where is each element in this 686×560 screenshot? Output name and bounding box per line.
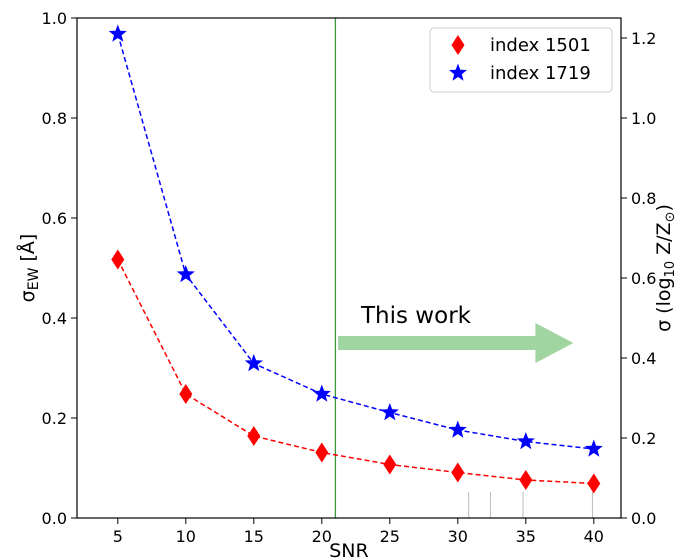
x-tick-label-6: 35 xyxy=(516,527,536,546)
x-tick-label-4: 25 xyxy=(380,527,400,546)
legend-label-1: index 1719 xyxy=(490,63,591,84)
series-1-point-7 xyxy=(584,439,603,457)
series-1-point-2 xyxy=(244,354,263,372)
series-1-point-4 xyxy=(380,403,399,421)
y2-tick-label-1: 0.2 xyxy=(631,429,656,448)
series-1-point-3 xyxy=(312,384,331,402)
series-line-1 xyxy=(117,33,594,450)
series-1-point-5 xyxy=(448,420,467,438)
x-tick-label-5: 30 xyxy=(448,527,468,546)
y2-tick-label-5: 1.0 xyxy=(631,109,656,128)
series-0-point-7 xyxy=(587,473,601,494)
x-tick-label-7: 40 xyxy=(584,527,604,546)
series-0-point-0 xyxy=(111,249,125,270)
y-tick-label-3: 0.6 xyxy=(42,209,67,228)
x-axis-title: SNR xyxy=(329,540,368,560)
y-axis-title: σEW [Å] xyxy=(16,234,42,303)
legend-marker-1 xyxy=(448,63,468,81)
x-tick-label-0: 5 xyxy=(113,527,123,546)
y-tick-label-4: 0.8 xyxy=(42,109,67,128)
x-tick-label-2: 15 xyxy=(244,527,264,546)
series-1-point-6 xyxy=(516,432,535,450)
y2-axis-title: σ (log10 Z/Z⊙) xyxy=(653,204,678,332)
y2-tick-label-0: 0.0 xyxy=(631,509,656,528)
plot-frame xyxy=(76,17,622,519)
series-0-point-6 xyxy=(519,470,533,490)
series-1-point-0 xyxy=(108,24,127,42)
y-tick-label-1: 0.2 xyxy=(42,409,67,428)
y2-tick-label-3: 0.6 xyxy=(631,269,656,288)
y-tick-label-0: 0.0 xyxy=(42,509,67,528)
annotation-text: This work xyxy=(360,303,472,329)
y-tick-label-2: 0.4 xyxy=(42,309,67,328)
legend-label-0: index 1501 xyxy=(490,35,591,56)
series-1-point-1 xyxy=(176,265,195,283)
y2-tick-label-6: 1.2 xyxy=(631,29,656,48)
series-0-point-5 xyxy=(451,462,465,483)
series-0-point-3 xyxy=(315,442,329,463)
y-tick-label-5: 1.0 xyxy=(42,9,67,28)
series-0-point-2 xyxy=(247,426,261,446)
y2-tick-label-4: 0.8 xyxy=(631,189,656,208)
y2-tick-label-2: 0.4 xyxy=(631,349,656,368)
legend-box xyxy=(429,27,613,93)
series-0-point-1 xyxy=(179,384,193,404)
series-line-0 xyxy=(117,259,594,485)
x-tick-label-3: 20 xyxy=(312,527,332,546)
x-tick-label-1: 10 xyxy=(176,527,196,546)
legend-marker-0 xyxy=(451,35,465,55)
series-0-point-4 xyxy=(383,454,397,475)
annotation-arrow xyxy=(338,323,574,363)
